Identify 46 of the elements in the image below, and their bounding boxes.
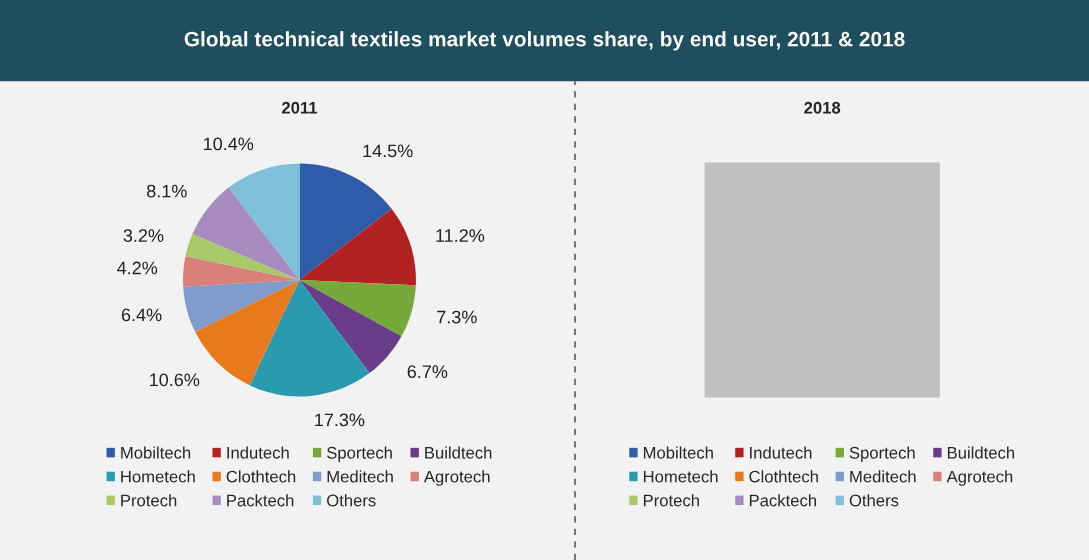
pie-slice [299,280,416,337]
category-label: Hometech [643,470,718,483]
legend-label: Clothtech [226,470,296,483]
data-label: 6.4% [121,308,162,322]
pie-slice [228,163,300,280]
data-label: 14.5% [363,144,413,158]
legend-label: Buildtech [425,446,492,459]
category-label: Protech [643,494,699,507]
legend-label: Indutech [227,446,289,459]
data-label: 10.6% [150,373,200,387]
data-label: 3.2% [123,229,164,242]
pie-slice [299,163,392,280]
legend-label: Hometech [121,470,195,483]
pie-slice [183,256,300,287]
text: 2018 [804,101,841,114]
legend-label: Mobiltech [121,446,191,459]
legend-label: Sportech [326,446,392,462]
data-label: 7.3% [437,310,477,324]
legend-label: Meditech [327,470,393,483]
pie-slice [183,280,300,332]
legend-label: Others [327,494,376,507]
category-label: Indutech [750,446,812,459]
data-label: 6.7% [407,365,448,379]
category-label: Sportech [849,446,915,462]
legend-label: Protech [121,494,177,507]
pie-slice [299,280,402,374]
category-label: Meditech [850,470,916,483]
category-label: Agrotech [946,470,1013,486]
data-label: 11.2% [436,229,485,242]
data-label: 8.1% [147,184,187,198]
pie-slice [185,233,300,280]
data-label: 4.2% [117,261,158,275]
chart-title: 2011 [281,101,318,114]
data-label: 10.4% [204,137,254,151]
pie-slice [192,187,300,280]
pie-slice [249,280,370,397]
category-label: Clothtech [749,470,818,483]
data-label: 17.3% [315,413,365,427]
category-label: Mobiltech [643,446,713,459]
pie-slice [299,208,416,286]
legend-label: Packtech [227,494,294,507]
legend-label: Agrotech [423,470,490,486]
category-label: Buildtech [947,446,1015,459]
category-label: Packtech [749,494,817,507]
text: Global technical textiles market volumes share, by end user, 2011 & 2018 [184,31,905,51]
category-label: Others [849,494,899,507]
